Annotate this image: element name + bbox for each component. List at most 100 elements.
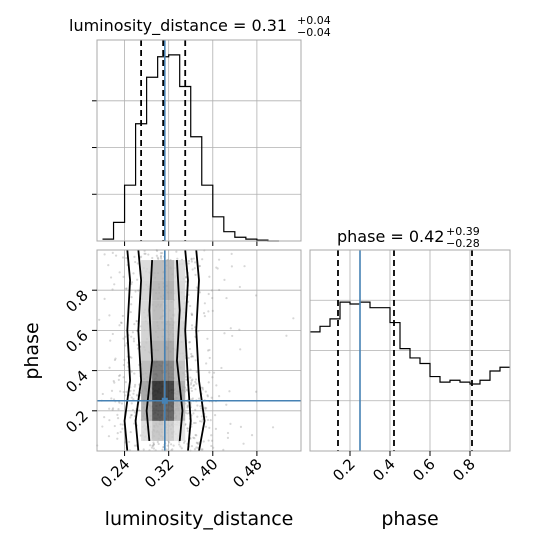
scatter-point xyxy=(130,402,133,405)
scatter-point xyxy=(189,383,193,386)
grid-lines xyxy=(310,250,510,451)
density-cell xyxy=(163,300,175,321)
scatter-point xyxy=(110,397,113,400)
scatter-point xyxy=(208,348,211,352)
contour-line xyxy=(176,260,184,442)
scatter-point xyxy=(130,414,133,417)
scatter-point xyxy=(199,405,202,408)
scatter-point xyxy=(209,419,212,422)
scatter-point xyxy=(190,355,193,358)
scatter-point xyxy=(123,358,126,361)
density-cell xyxy=(141,260,153,281)
density-cell xyxy=(152,420,164,441)
scatter-point xyxy=(117,374,121,378)
y-axis-label: phase xyxy=(21,322,43,379)
density-cell xyxy=(152,260,164,281)
scatter-point xyxy=(207,292,210,296)
scatter-point xyxy=(190,352,193,356)
scatter-point xyxy=(133,422,136,425)
scatter-point xyxy=(229,422,232,425)
scatter-point xyxy=(186,404,189,407)
scatter-point xyxy=(129,310,132,314)
scatter-point xyxy=(168,441,171,444)
scatter-point xyxy=(108,366,111,369)
scatter-point xyxy=(193,267,196,270)
scatter-point xyxy=(116,417,120,420)
scatter-point xyxy=(215,266,218,269)
scatter-point xyxy=(230,265,233,268)
scatter-point xyxy=(101,392,104,396)
scatter-point xyxy=(120,321,123,325)
scatter-point xyxy=(186,429,189,433)
scatter-point xyxy=(124,394,127,397)
density-cell xyxy=(174,420,186,441)
density-cell xyxy=(152,320,164,341)
scatter-point xyxy=(197,397,201,400)
scatter-point xyxy=(194,359,197,362)
density-cell xyxy=(141,360,153,381)
scatter-point xyxy=(184,280,188,283)
scatter-point xyxy=(107,435,111,438)
density-cell xyxy=(163,340,175,361)
scatter-point xyxy=(137,289,140,292)
scatter-point xyxy=(111,407,115,410)
scatter-point xyxy=(172,444,175,447)
scatter-point xyxy=(189,368,192,371)
scatter-point xyxy=(218,288,221,292)
scatter-point xyxy=(205,415,208,418)
density-cell xyxy=(152,280,164,301)
scatter-point xyxy=(178,443,181,446)
scatter-point xyxy=(200,407,203,410)
title-sup: +0.04 xyxy=(297,14,331,27)
scatter-point xyxy=(131,408,135,412)
contour-line xyxy=(145,260,154,442)
y-tick-label: 0.6 xyxy=(62,327,92,357)
scatter-point xyxy=(239,425,243,428)
scatter-point xyxy=(196,415,199,418)
scatter-point xyxy=(151,256,154,260)
scatter-point xyxy=(200,448,203,451)
scatter-point xyxy=(192,257,195,260)
scatter-point xyxy=(129,389,132,392)
scatter-point xyxy=(255,390,258,393)
scatter-point xyxy=(135,319,138,323)
panel-title: luminosity_distance = 0.31 xyxy=(69,16,287,36)
scatter-point xyxy=(198,265,201,268)
density-cell xyxy=(163,360,175,381)
scatter-point xyxy=(180,447,183,450)
scatter-point xyxy=(196,446,200,449)
scatter-point xyxy=(193,437,196,440)
scatter-point xyxy=(190,258,193,261)
scatter-point xyxy=(214,413,217,417)
scatter-point xyxy=(132,392,135,395)
scatter-point xyxy=(133,444,137,447)
scatter-point xyxy=(205,406,208,410)
scatter-point xyxy=(133,255,136,258)
scatter-point xyxy=(186,427,189,430)
density-cell xyxy=(174,400,186,421)
scatter-point xyxy=(132,389,136,392)
density-cell xyxy=(174,260,186,281)
scatter-point xyxy=(112,379,115,383)
scatter-point xyxy=(113,424,116,428)
scatter-point xyxy=(210,396,213,399)
scatter-point xyxy=(194,273,197,277)
scatter-point xyxy=(160,257,163,260)
scatter-point xyxy=(212,446,215,449)
scatter-point xyxy=(161,448,164,451)
scatter-point xyxy=(136,343,139,347)
scatter-point xyxy=(157,442,160,446)
scatter-point xyxy=(189,376,192,379)
scatter-point xyxy=(103,253,106,256)
scatter-point xyxy=(130,396,133,399)
scatter-point xyxy=(108,407,111,410)
density-cell xyxy=(163,380,175,401)
scatter-point xyxy=(108,314,111,317)
scatter-point xyxy=(144,252,147,255)
scatter-point xyxy=(119,423,122,426)
scatter-point xyxy=(117,378,120,381)
scatter-point xyxy=(186,406,189,409)
x-tick-label: 0.2 xyxy=(329,455,359,485)
scatter-point xyxy=(120,402,124,405)
scatter-point xyxy=(197,442,200,445)
